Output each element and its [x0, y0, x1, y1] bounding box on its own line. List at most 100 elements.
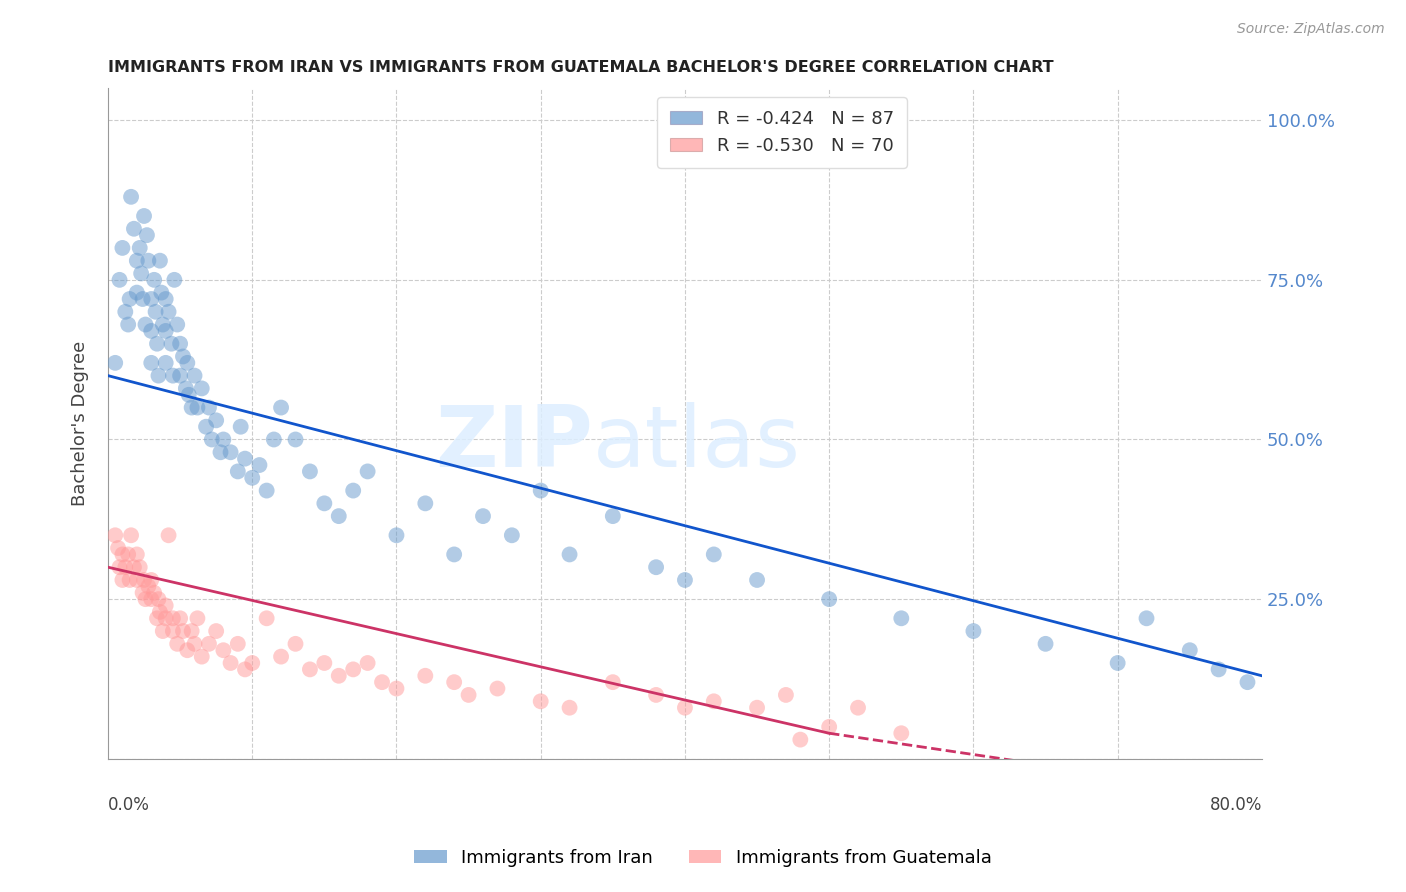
Point	[342, 662, 364, 676]
Point	[530, 694, 553, 708]
Point	[233, 451, 256, 466]
Point	[131, 586, 153, 600]
Point	[172, 624, 194, 638]
Point	[122, 221, 145, 235]
Point	[141, 592, 163, 607]
Point	[775, 688, 797, 702]
Point	[298, 662, 321, 676]
Legend: R = -0.424   N = 87, R = -0.530   N = 70: R = -0.424 N = 87, R = -0.530 N = 70	[658, 97, 907, 168]
Point	[141, 324, 163, 338]
Point	[1107, 656, 1129, 670]
Point	[104, 356, 127, 370]
Point	[413, 496, 436, 510]
Text: ZIP: ZIP	[434, 402, 593, 485]
Point	[314, 496, 336, 510]
Point	[356, 464, 378, 478]
Text: atlas: atlas	[593, 402, 800, 485]
Point	[125, 548, 148, 562]
Point	[205, 624, 228, 638]
Point	[138, 579, 160, 593]
Point	[128, 241, 150, 255]
Point	[157, 305, 180, 319]
Point	[183, 637, 205, 651]
Point	[486, 681, 509, 696]
Point	[205, 413, 228, 427]
Point	[233, 662, 256, 676]
Point	[1208, 662, 1230, 676]
Point	[263, 433, 285, 447]
Point	[172, 350, 194, 364]
Point	[342, 483, 364, 498]
Point	[174, 381, 197, 395]
Point	[186, 401, 208, 415]
Y-axis label: Bachelor's Degree: Bachelor's Degree	[72, 341, 89, 506]
Point	[111, 548, 134, 562]
Point	[107, 541, 129, 555]
Point	[818, 592, 841, 607]
Point	[385, 681, 408, 696]
Point	[162, 611, 184, 625]
Point	[1035, 637, 1057, 651]
Point	[890, 611, 912, 625]
Point	[501, 528, 523, 542]
Point	[104, 528, 127, 542]
Point	[789, 732, 811, 747]
Point	[145, 305, 167, 319]
Point	[212, 643, 235, 657]
Point	[1178, 643, 1201, 657]
Point	[356, 656, 378, 670]
Point	[645, 560, 668, 574]
Point	[212, 433, 235, 447]
Point	[169, 368, 191, 383]
Point	[155, 356, 177, 370]
Point	[108, 273, 131, 287]
Point	[249, 458, 271, 472]
Point	[198, 637, 221, 651]
Point	[219, 656, 242, 670]
Point	[745, 573, 768, 587]
Point	[131, 292, 153, 306]
Point	[150, 285, 173, 300]
Point	[457, 688, 479, 702]
Point	[703, 548, 725, 562]
Point	[128, 560, 150, 574]
Point	[148, 592, 170, 607]
Point	[120, 528, 142, 542]
Text: 0.0%: 0.0%	[108, 796, 150, 814]
Text: 80.0%: 80.0%	[1209, 796, 1263, 814]
Point	[111, 573, 134, 587]
Point	[198, 401, 221, 415]
Point	[1236, 675, 1258, 690]
Point	[818, 720, 841, 734]
Point	[284, 637, 307, 651]
Point	[703, 694, 725, 708]
Point	[117, 318, 139, 332]
Point	[177, 388, 200, 402]
Point	[270, 401, 292, 415]
Point	[602, 509, 624, 524]
Point	[209, 445, 232, 459]
Point	[162, 624, 184, 638]
Point	[111, 241, 134, 255]
Legend: Immigrants from Iran, Immigrants from Guatemala: Immigrants from Iran, Immigrants from Gu…	[406, 842, 1000, 874]
Point	[152, 318, 174, 332]
Point	[163, 273, 186, 287]
Point	[190, 381, 212, 395]
Point	[270, 649, 292, 664]
Point	[141, 292, 163, 306]
Point	[143, 273, 166, 287]
Point	[558, 700, 581, 714]
Point	[129, 267, 152, 281]
Point	[141, 573, 163, 587]
Point	[114, 560, 136, 574]
Point	[443, 675, 465, 690]
Point	[141, 356, 163, 370]
Point	[183, 368, 205, 383]
Point	[120, 190, 142, 204]
Point	[443, 548, 465, 562]
Point	[226, 637, 249, 651]
Point	[530, 483, 553, 498]
Point	[176, 643, 198, 657]
Point	[176, 356, 198, 370]
Point	[673, 700, 696, 714]
